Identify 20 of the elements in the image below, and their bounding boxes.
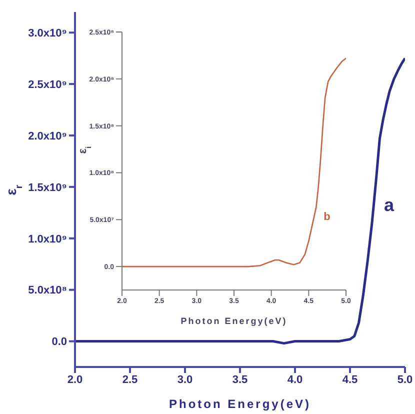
y-tick-label: 2.5x10⁹ (28, 78, 67, 91)
y-tick-label: 0.0 (52, 336, 67, 348)
x-tick-label: 3.0 (177, 374, 193, 386)
line-series (122, 58, 346, 268)
x-axis-title: Photon Energy(eV) (168, 397, 312, 411)
x-tick-label: 5.0 (397, 374, 413, 386)
x-tick-label: 4.5 (342, 374, 358, 386)
annotation: a (384, 194, 395, 215)
y-tick-label: 2.0x10⁹ (28, 130, 67, 142)
x-tick-label: 3.5 (232, 374, 248, 386)
y-tick-label: 1.5x10⁹ (28, 182, 67, 194)
y-tick-label: 1.0x10⁹ (28, 233, 67, 246)
x-tick-label: 2.5 (122, 374, 138, 386)
y-tick-label: 3.0x10⁹ (28, 27, 67, 40)
x-axis-title: Photon Energy(eV) (180, 316, 288, 326)
line-series (75, 57, 405, 345)
x-tick-label: 2.0 (67, 374, 83, 386)
x-tick-label: 4.0 (287, 374, 303, 386)
annotation: b (324, 210, 331, 223)
y-tick-label: 5.0x10⁸ (28, 284, 67, 297)
